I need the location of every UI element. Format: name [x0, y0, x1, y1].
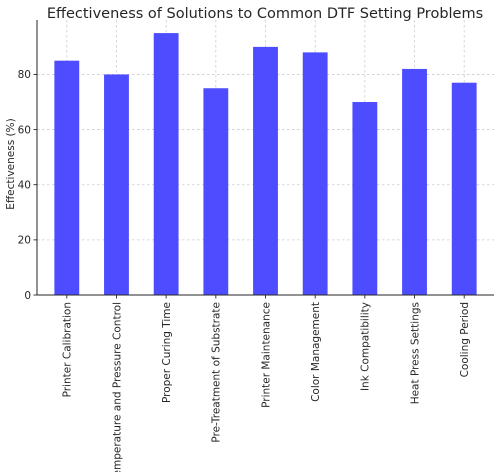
x-tick-label: Ink Compatibility: [360, 302, 372, 391]
y-axis-label: Effectiveness (%): [5, 118, 17, 209]
bar: [153, 33, 179, 295]
y-tick-label: 20: [18, 235, 31, 247]
x-tick-label: Heat Press Settings: [409, 302, 421, 404]
x-tick-label: Color Management: [310, 302, 322, 402]
y-tick-label: 0: [24, 290, 31, 302]
chart-title: Effectiveness of Solutions to Common DTF…: [47, 6, 483, 22]
x-tick-label: Temperature and Pressure Control: [111, 302, 123, 472]
bar: [352, 102, 378, 295]
bar: [302, 52, 328, 296]
x-tick-label: Proper Curing Time: [161, 302, 173, 403]
x-tick-label: Printer Maintenance: [260, 302, 272, 408]
bar: [402, 68, 427, 295]
y-tick-label: 40: [18, 180, 31, 192]
bar: [203, 88, 229, 295]
bar: [451, 82, 477, 295]
x-tick-label: Printer Calibration: [62, 302, 74, 397]
label-layer: 0 20 40 60 80 Printer Calibration Temperature …: [18, 69, 471, 472]
y-tick-label: 60: [18, 124, 31, 136]
x-tick-label: Cooling Period: [459, 302, 471, 377]
x-tick-label: Pre-Treatment of Substrate: [211, 302, 223, 443]
axis-layer: [33, 20, 494, 299]
bar: [54, 60, 80, 296]
y-tick-label: 80: [18, 69, 31, 81]
bar: [104, 74, 129, 295]
bar-layer: [54, 33, 477, 296]
bar: [253, 46, 278, 295]
